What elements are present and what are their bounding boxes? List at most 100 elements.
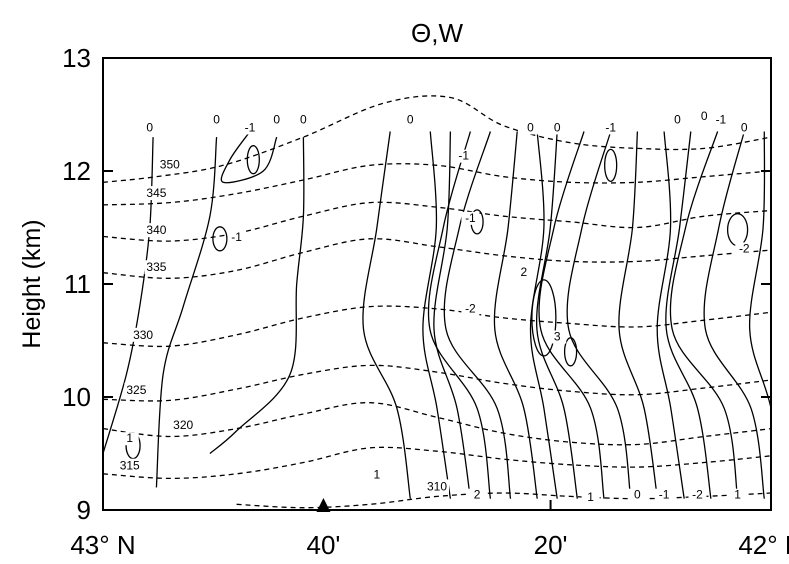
w-label-bg — [581, 490, 600, 504]
x-axis-ticks: 43° N 40' 20' 42° N — [70, 500, 789, 560]
w-contour — [362, 131, 411, 499]
w-label: -2 — [465, 301, 476, 315]
w-label: 1 — [126, 431, 133, 445]
w-contours — [103, 131, 771, 499]
x-tick-label: 43° N — [70, 530, 135, 560]
y-tick-label: 12 — [62, 156, 91, 186]
theta-label-bg — [117, 458, 142, 473]
w-label: 0 — [213, 113, 220, 127]
w-label-bg — [227, 231, 246, 245]
w-label: -2 — [692, 488, 703, 502]
w-label: 2 — [474, 488, 481, 502]
w-label-bg — [461, 302, 480, 316]
w-contour — [566, 131, 632, 499]
w-label: 0 — [146, 120, 153, 134]
y-tick-label: 9 — [77, 495, 91, 525]
w-label: 0 — [273, 113, 280, 127]
w-contour-2 — [531, 279, 557, 357]
theta-isentrope-325 — [103, 364, 771, 402]
theta-label-bg — [144, 186, 169, 201]
theta-isentrope-340 — [103, 201, 771, 242]
w-label: -1 — [659, 488, 670, 502]
w-label-bg — [461, 211, 480, 225]
y-tick-label: 11 — [64, 269, 91, 299]
w-label: -1 — [458, 149, 469, 163]
location-marker-triangle — [316, 498, 331, 512]
w-label: 2 — [520, 265, 527, 279]
w-label: 1 — [374, 467, 381, 481]
w-contour-minus1 — [604, 148, 618, 183]
theta-isentrope-350 — [103, 95, 771, 183]
w-label: -1 — [245, 120, 256, 134]
w-contour — [665, 131, 712, 499]
w-contour-labels: 0 0 -1 0 0 -1 1 0 -1 -1 0 0 -1 0 0 -1 0 -2 2 3 -2 1 2 1 0 -1 -2 1 — [120, 109, 754, 504]
theta-isentrope-320 — [103, 402, 771, 446]
w-label: -1 — [605, 120, 616, 134]
w-label-bg — [695, 110, 714, 124]
w-label-bg — [240, 121, 259, 135]
w-contour — [656, 131, 685, 499]
w-label: 1 — [587, 490, 594, 504]
w-label-bg — [735, 121, 754, 135]
theta-label-330: 330 — [133, 328, 153, 342]
w-label-bg — [294, 113, 313, 127]
theta-isentrope-335 — [103, 238, 771, 279]
x-tick-label: 42° N — [738, 530, 789, 560]
w-label-bg — [401, 113, 420, 127]
w-contour — [443, 131, 512, 499]
w-label-bg — [207, 113, 226, 127]
w-label: 0 — [407, 113, 414, 127]
w-contour — [493, 131, 538, 499]
x-tick-label: 20' — [534, 530, 568, 560]
theta-isentrope-345 — [103, 163, 771, 206]
y-tick-label: 13 — [62, 43, 91, 73]
w-contour — [433, 131, 472, 499]
x-tick-label: 40' — [306, 530, 340, 560]
w-label: -1 — [231, 230, 242, 244]
theta-label-320: 320 — [173, 418, 193, 432]
w-label: 0 — [741, 120, 748, 134]
w-contour — [749, 131, 771, 412]
w-contour — [703, 131, 765, 499]
theta-label-bg — [144, 260, 169, 275]
marker-layer — [316, 498, 331, 512]
w-contour-0 — [103, 137, 154, 454]
chart-title: Θ,W — [411, 18, 463, 48]
w-label-bg — [521, 121, 540, 135]
w-label-bg — [514, 266, 533, 280]
w-label-bg — [140, 121, 159, 135]
w-contour-minus1 — [246, 145, 260, 175]
theta-isentrope-315 — [103, 446, 771, 480]
theta-label-335: 335 — [146, 260, 166, 274]
w-label-bg — [267, 113, 286, 127]
w-label: 3 — [554, 330, 561, 344]
theta-label-bg — [131, 327, 156, 342]
w-label: -1 — [716, 113, 727, 127]
y-axis-label: Height (km) — [18, 219, 46, 348]
w-label-bg — [601, 121, 620, 135]
w-label: -1 — [465, 211, 476, 225]
theta-label-345: 345 — [146, 186, 166, 200]
w-contour-minus1 — [212, 226, 228, 252]
w-contour-0 — [220, 131, 278, 184]
w-contour — [427, 131, 492, 499]
w-label-bg — [454, 149, 473, 163]
w-contour — [538, 131, 605, 499]
w-label-bg — [628, 488, 647, 502]
theta-label-bg — [144, 223, 169, 238]
w-contour-3 — [563, 337, 578, 367]
theta-label-350: 350 — [160, 157, 180, 171]
w-label-bg — [668, 113, 687, 127]
theta-label-315: 315 — [120, 459, 140, 473]
w-label-bg — [728, 488, 747, 502]
w-contour-0 — [155, 137, 218, 488]
w-label: -2 — [739, 241, 750, 255]
w-label-bg — [655, 488, 674, 502]
w-label-bg — [120, 432, 139, 446]
theta-label-bg — [171, 417, 196, 432]
theta-label-bg — [124, 382, 149, 397]
w-label: 0 — [554, 120, 561, 134]
w-label: 0 — [300, 113, 307, 127]
